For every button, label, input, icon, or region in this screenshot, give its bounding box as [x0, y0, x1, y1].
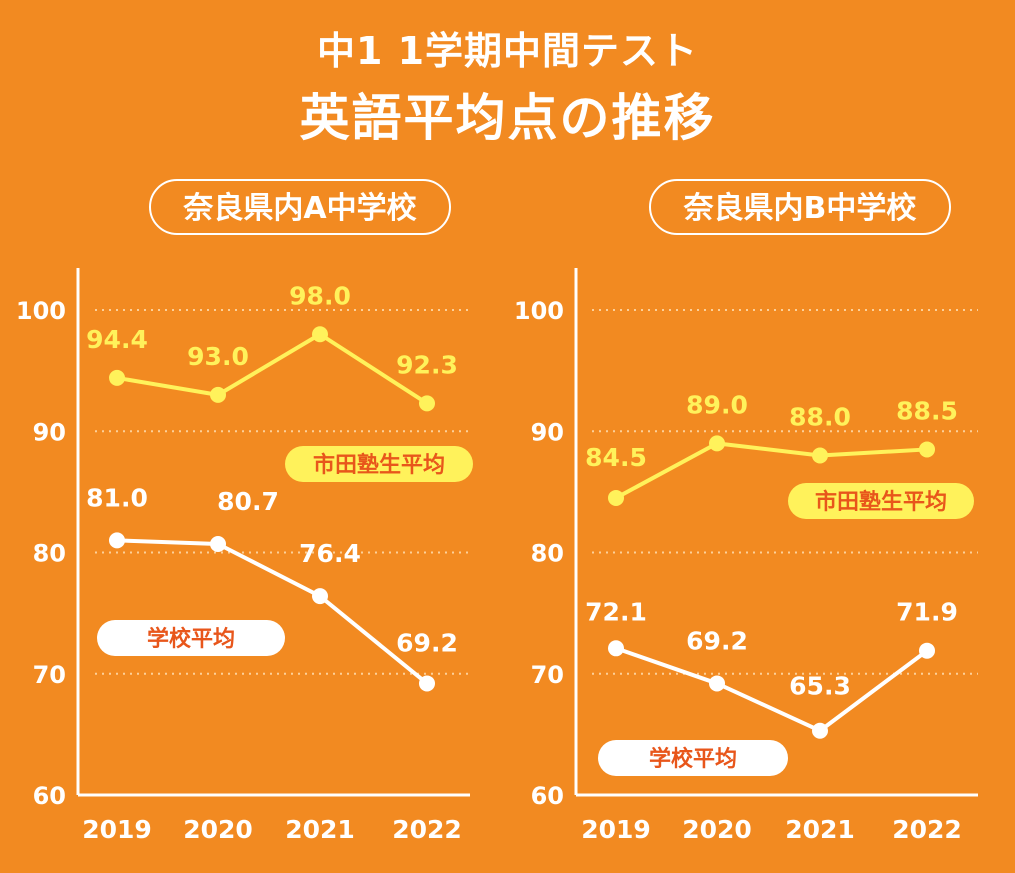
school-data-point [210, 536, 226, 553]
panel-title: 奈良県内B中学校 [683, 191, 917, 226]
chart-title-line1: 中1 1学期中間テスト [316, 29, 699, 73]
x-tick-label: 2022 [892, 815, 962, 844]
juku-data-point [709, 435, 725, 452]
school-data-point [608, 640, 624, 657]
y-tick-label: 60 [33, 782, 66, 810]
juku-data-point [312, 326, 328, 343]
juku-data-point [919, 441, 935, 458]
juku-data-point [812, 447, 828, 464]
juku-data-point [608, 489, 624, 506]
school-data-label: 65.3 [789, 672, 851, 701]
y-tick-label: 60 [531, 782, 564, 810]
juku-legend-label: 市田塾生平均 [815, 489, 947, 515]
school-data-label: 69.2 [686, 626, 748, 655]
juku-data-label: 92.3 [396, 350, 458, 379]
juku-data-label: 94.4 [86, 325, 148, 354]
juku-data-point [419, 395, 435, 412]
x-tick-label: 2022 [392, 815, 462, 844]
y-tick-label: 100 [16, 297, 66, 325]
x-tick-label: 2020 [183, 815, 253, 844]
y-tick-label: 90 [531, 418, 564, 446]
juku-legend-label: 市田塾生平均 [313, 452, 445, 478]
juku-data-point [210, 386, 226, 403]
school-data-point [419, 675, 435, 692]
panel-title: 奈良県内A中学校 [182, 191, 416, 226]
y-tick-label: 80 [531, 540, 564, 568]
school-legend-label: 学校平均 [147, 626, 235, 652]
y-tick-label: 80 [33, 540, 66, 568]
juku-data-label: 84.5 [585, 443, 647, 472]
school-data-label: 80.7 [217, 487, 279, 516]
panel-title-frame [149, 179, 451, 235]
school-data-label: 71.9 [896, 598, 958, 627]
chart-title-line2: 英語平均点の推移 [299, 89, 716, 147]
school-legend-badge [598, 740, 788, 776]
school-legend-badge [97, 620, 285, 656]
juku-data-label: 89.0 [686, 390, 748, 419]
school-data-point [109, 532, 125, 549]
school-series-line [615, 646, 929, 733]
school-series-line [116, 538, 429, 685]
juku-data-point [109, 369, 125, 386]
school-legend-label: 学校平均 [649, 746, 737, 772]
school-data-point [709, 675, 725, 692]
juku-data-label: 88.0 [789, 403, 851, 432]
x-tick-label: 2019 [82, 815, 152, 844]
school-data-point [812, 722, 828, 739]
juku-data-label: 93.0 [187, 342, 249, 371]
x-tick-label: 2021 [785, 815, 855, 844]
x-tick-label: 2021 [285, 815, 355, 844]
school-data-label: 81.0 [86, 483, 148, 512]
juku-legend-badge [788, 483, 974, 519]
y-tick-label: 100 [514, 297, 564, 325]
y-tick-label: 90 [33, 418, 66, 446]
juku-series-line [116, 332, 429, 406]
juku-data-label: 88.5 [896, 396, 958, 425]
school-data-label: 76.4 [299, 539, 361, 568]
school-data-point [919, 642, 935, 659]
x-tick-label: 2019 [581, 815, 651, 844]
x-tick-label: 2020 [682, 815, 752, 844]
school-data-point [312, 588, 328, 605]
school-data-label: 72.1 [585, 597, 647, 626]
school-data-label: 69.2 [396, 628, 458, 657]
juku-data-label: 98.0 [289, 281, 351, 310]
juku-series-line [615, 441, 928, 500]
juku-legend-badge [285, 446, 473, 482]
y-tick-label: 70 [33, 661, 66, 689]
y-tick-label: 70 [531, 661, 564, 689]
panel-title-frame [649, 179, 951, 235]
